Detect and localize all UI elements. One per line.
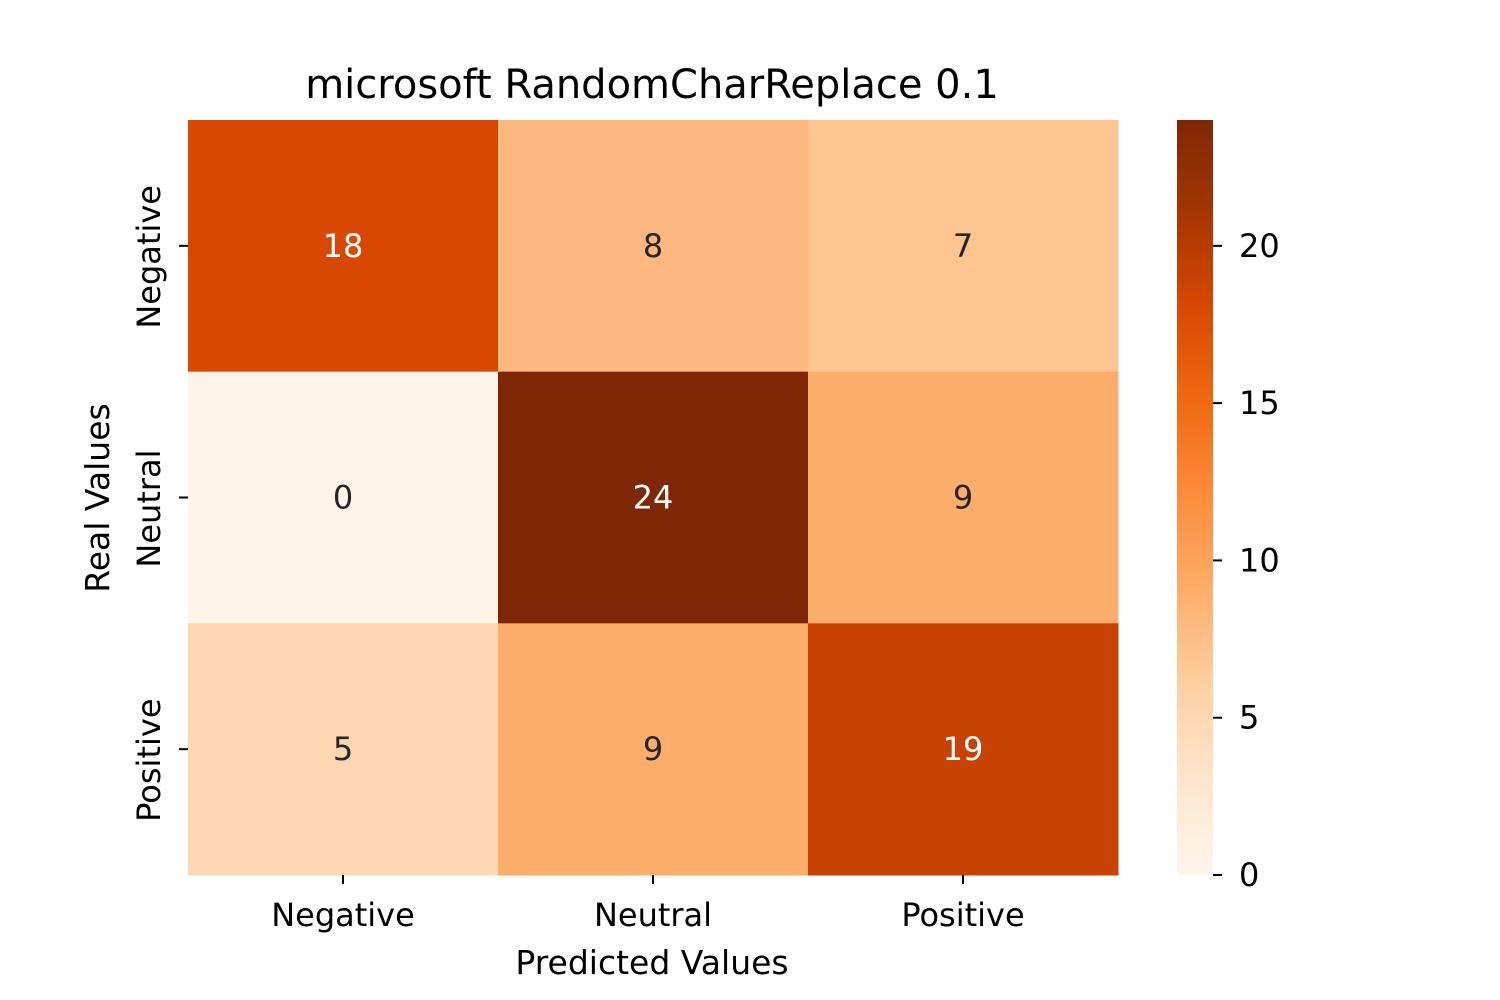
cell-value-1-2: 8 [643, 227, 663, 265]
heatmap-cell-3-1 [188, 623, 499, 876]
cell-value-3-1: 5 [333, 730, 353, 768]
cell-value-3-2: 9 [643, 730, 663, 768]
x-tick-label: Neutral [594, 896, 712, 934]
heatmap-cell-2-3 [808, 371, 1119, 624]
heatmap-cell-3-3 [808, 623, 1119, 876]
colorbar-ticks: 0 5 10 15 20 [1213, 227, 1280, 894]
colorbar [1177, 120, 1213, 875]
heatmap-cell-3-2 [498, 623, 809, 876]
colorbar-tick-label: 0 [1239, 856, 1259, 894]
colorbar-tick-label: 5 [1239, 699, 1259, 737]
colorbar-tick-label: 15 [1239, 384, 1280, 422]
heatmap-cell-labels: 18 8 7 0 24 9 5 9 19 [323, 227, 984, 768]
heatmap-cells [188, 120, 1119, 876]
cell-value-1-3: 7 [953, 227, 973, 265]
cell-value-1-1: 18 [323, 227, 364, 265]
y-axis-ticks: Negative Neutral Positive [130, 185, 188, 822]
x-tick-label: Positive [901, 896, 1024, 934]
y-tick-label: Neutral [130, 449, 168, 567]
heatmap-cell-1-3 [808, 120, 1119, 373]
cell-value-2-3: 9 [953, 479, 973, 517]
heatmap-cell-2-2 [498, 371, 809, 624]
x-tick-label: Negative [271, 896, 415, 934]
x-axis-ticks: Negative Neutral Positive [271, 875, 1025, 934]
y-axis-label: Real Values [78, 403, 117, 592]
cell-value-2-1: 0 [333, 479, 353, 517]
cell-value-3-3: 19 [943, 730, 984, 768]
cell-value-2-2: 24 [633, 479, 674, 517]
heatmap-cell-1-2 [498, 120, 809, 373]
chart-title: microsoft RandomCharReplace 0.1 [305, 62, 999, 108]
x-axis-label: Predicted Values [515, 943, 788, 982]
colorbar-tick-label: 20 [1239, 227, 1280, 265]
y-tick-label: Positive [130, 698, 168, 821]
colorbar-tick-label: 10 [1239, 541, 1280, 579]
heatmap-cell-2-1 [188, 371, 499, 624]
heatmap-cell-1-1 [188, 120, 499, 373]
y-tick-label: Negative [130, 185, 168, 329]
